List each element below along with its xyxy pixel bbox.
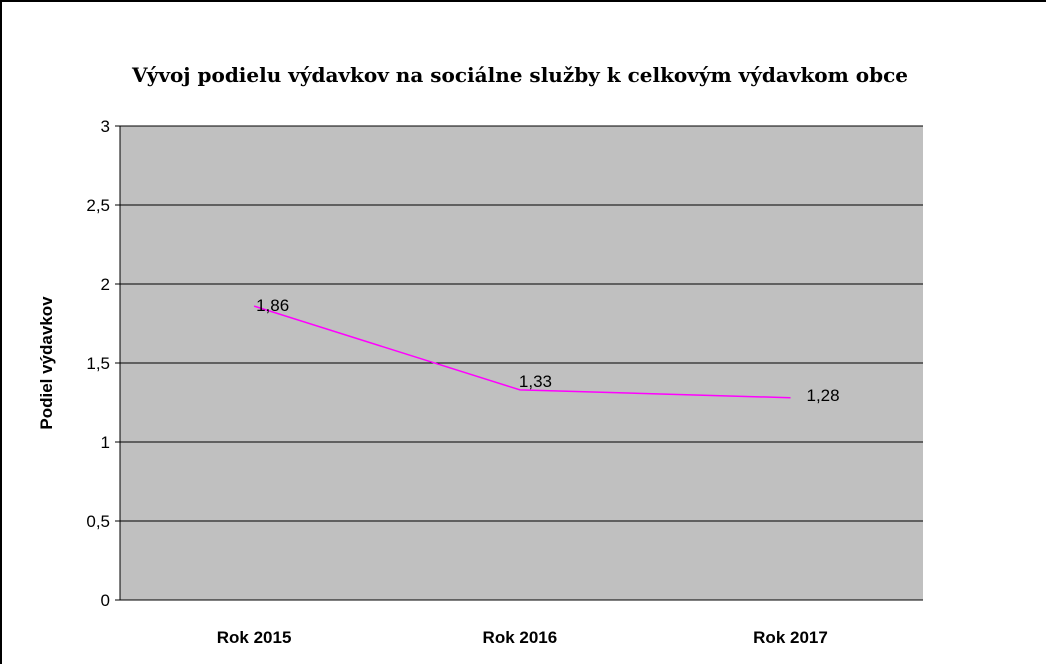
- y-tick-label: 2: [101, 275, 110, 294]
- y-axis-title: Podiel výdavkov: [37, 296, 56, 430]
- y-tick-label: 1,5: [86, 354, 110, 373]
- y-tick-label: 1: [101, 433, 110, 452]
- data-label: 1,28: [807, 386, 840, 405]
- data-label: 1,86: [256, 296, 289, 315]
- series-line: [253, 305, 791, 399]
- gridlines: [120, 125, 923, 522]
- data-label: 1,33: [519, 372, 552, 391]
- y-tick-label: 0: [101, 591, 110, 610]
- x-tick-label: Rok 2017: [753, 628, 828, 647]
- data-labels: 1,86 1,33 1,28: [256, 296, 839, 405]
- x-axis-ticks: Rok 2015 Rok 2016 Rok 2017: [217, 628, 828, 647]
- chart-title: Vývoj podielu výdavkov na sociálne služb…: [131, 63, 908, 87]
- series-group: [253, 305, 791, 399]
- y-tick-label: 3: [101, 117, 110, 136]
- x-tick-label: Rok 2015: [217, 628, 292, 647]
- y-axis-ticks: 0 0,5 1 1,5 2 2,5 3: [86, 117, 120, 610]
- x-tick-label: Rok 2016: [483, 628, 558, 647]
- y-tick-label: 2,5: [86, 196, 110, 215]
- y-tick-label: 0,5: [86, 512, 110, 531]
